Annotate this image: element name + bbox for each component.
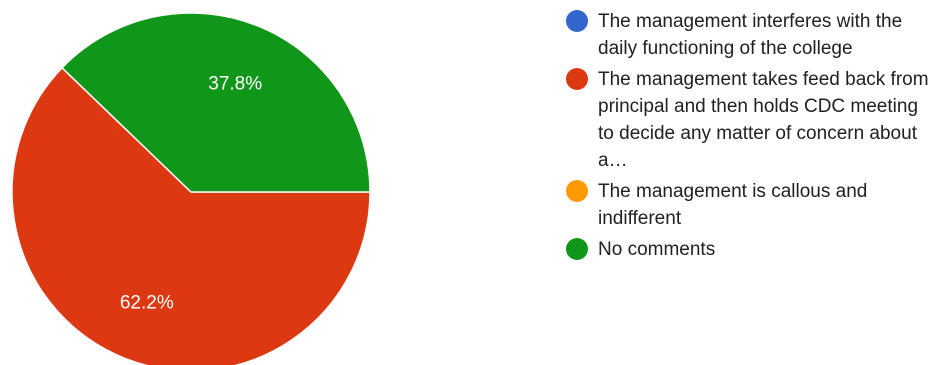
slice-feedback-label: 62.2% <box>120 293 174 314</box>
legend-label: The management interferes with the daily… <box>598 11 903 59</box>
legend: The management interferes with the daily… <box>566 8 938 267</box>
pie-chart: 62.2% 37.8% <box>11 12 371 365</box>
legend-marker-orange <box>566 180 588 202</box>
legend-label: No comments <box>598 239 716 260</box>
slice-no-comments-label: 37.8% <box>208 73 262 94</box>
legend-item-no-comments[interactable]: No comments <box>566 236 938 263</box>
legend-item-feedback[interactable]: The management takes feed back from prin… <box>566 66 938 174</box>
legend-label: The management is callous and indifferen… <box>598 181 868 229</box>
legend-label: The management takes feed back from prin… <box>598 69 929 171</box>
legend-marker-green <box>566 238 588 260</box>
legend-marker-red <box>566 68 588 90</box>
legend-item-interferes[interactable]: The management interferes with the daily… <box>566 8 938 62</box>
slice-feedback[interactable] <box>11 66 371 365</box>
legend-marker-blue <box>566 10 588 32</box>
slice-no-comments[interactable] <box>60 12 371 193</box>
legend-item-callous[interactable]: The management is callous and indifferen… <box>566 178 938 232</box>
